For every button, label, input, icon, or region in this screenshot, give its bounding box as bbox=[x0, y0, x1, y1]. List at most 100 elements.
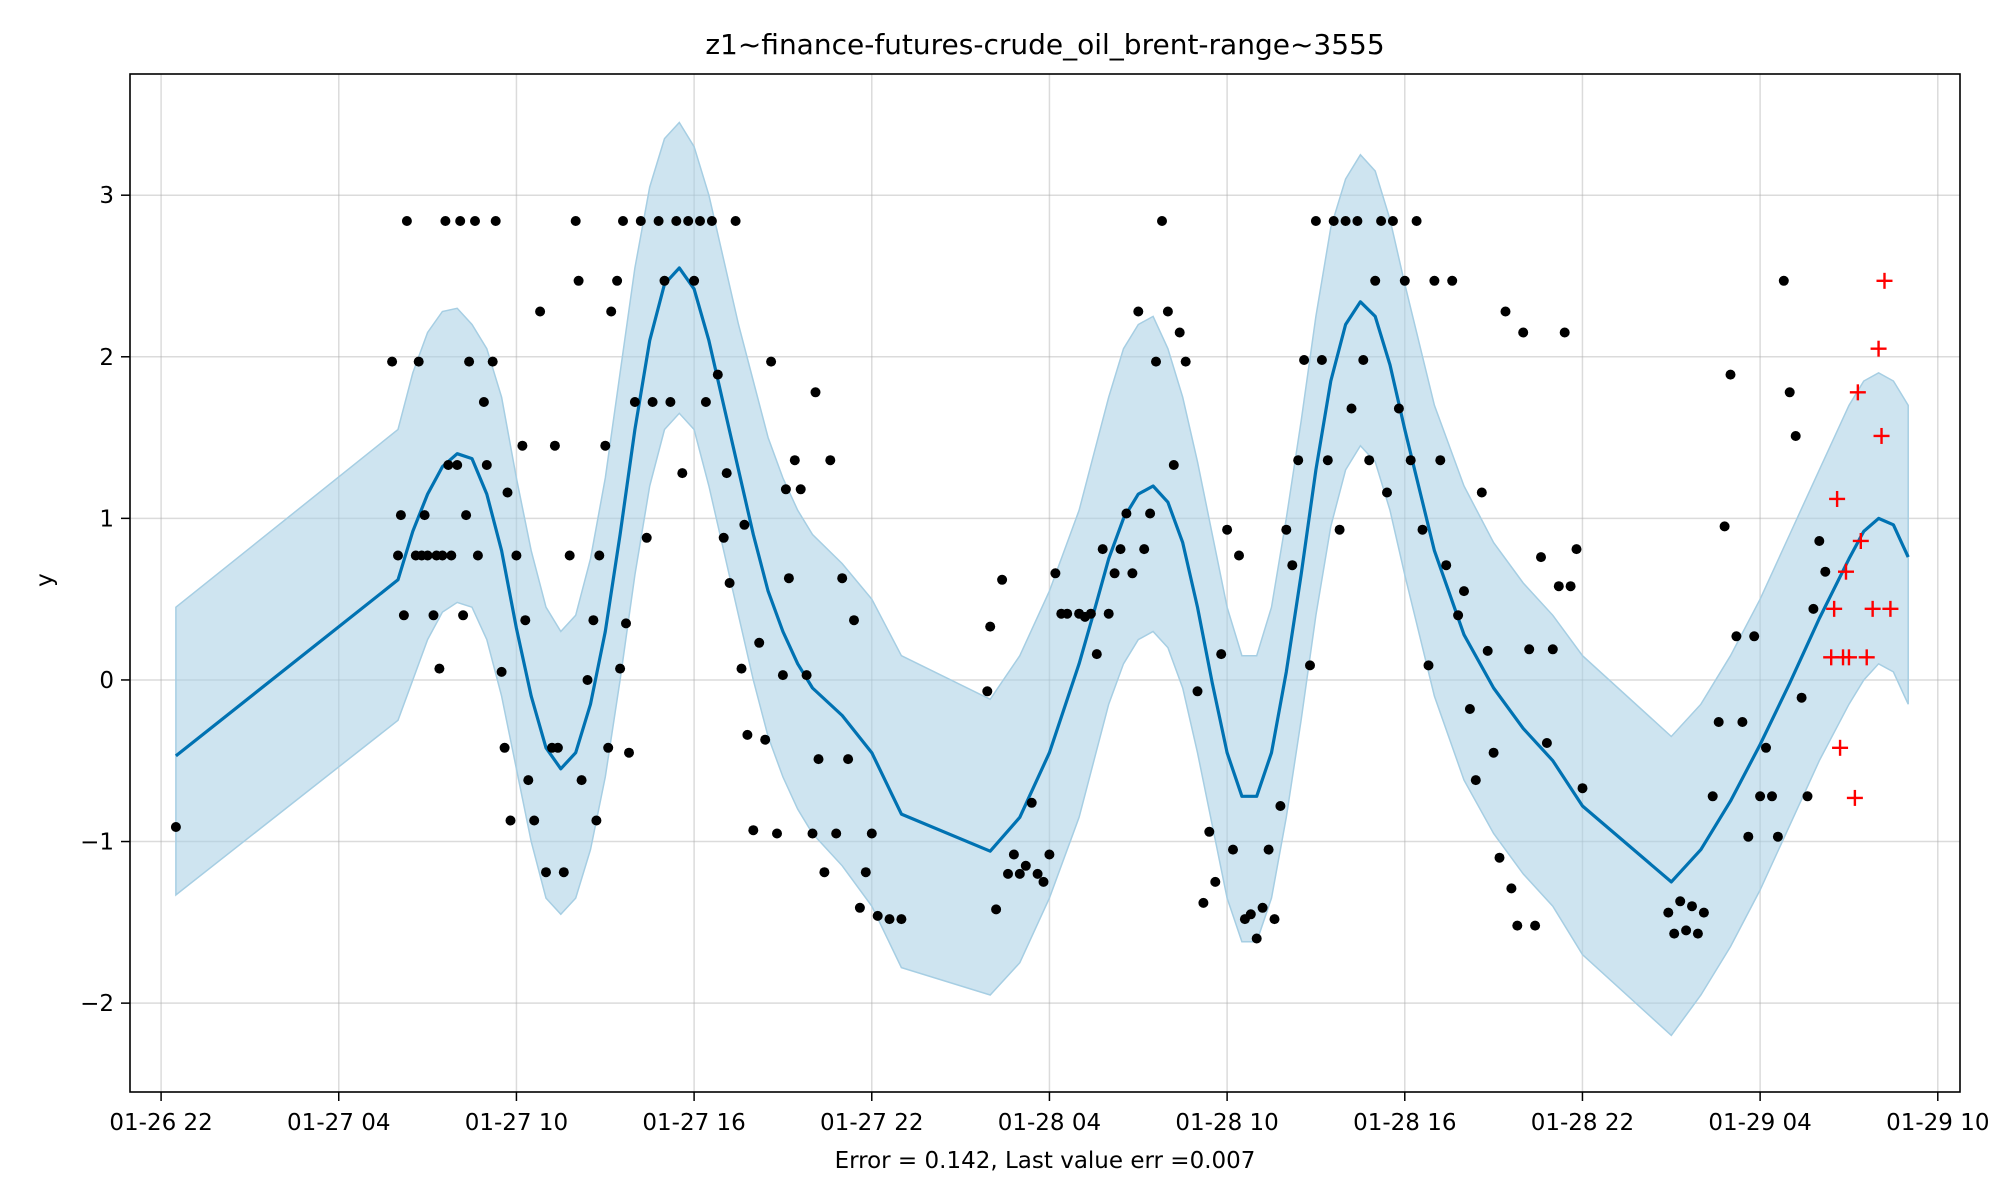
y-tick-label: −2 bbox=[80, 991, 114, 1017]
observed-point bbox=[594, 550, 605, 561]
observed-point bbox=[1139, 544, 1150, 555]
test-point bbox=[1832, 739, 1849, 756]
observed-point bbox=[1441, 560, 1452, 571]
observed-point bbox=[1382, 487, 1392, 498]
observed-point bbox=[677, 468, 688, 479]
observed-point bbox=[1512, 920, 1523, 931]
observed-point bbox=[1003, 868, 1013, 879]
observed-point bbox=[653, 216, 664, 226]
observed-point bbox=[1669, 928, 1680, 939]
test-point bbox=[1858, 649, 1875, 666]
plot-frame bbox=[129, 73, 1961, 1093]
observed-point bbox=[1310, 216, 1321, 226]
observed-point bbox=[401, 216, 412, 226]
observed-point bbox=[724, 578, 735, 588]
observed-point bbox=[997, 574, 1008, 585]
observed-point bbox=[1494, 852, 1505, 863]
observed-point bbox=[564, 550, 575, 561]
observed-point bbox=[413, 356, 424, 367]
confidence-band-layer bbox=[175, 121, 1909, 1037]
observed-point bbox=[807, 828, 818, 839]
observed-point bbox=[1459, 586, 1469, 597]
observed-point bbox=[1725, 369, 1736, 380]
observed-point bbox=[1707, 791, 1718, 802]
observed-point bbox=[1234, 550, 1244, 561]
observed-point bbox=[789, 455, 800, 466]
observed-point bbox=[1044, 849, 1055, 860]
observed-point bbox=[1364, 455, 1375, 466]
observed-point bbox=[591, 815, 602, 826]
observed-point bbox=[819, 867, 830, 878]
observed-point bbox=[1470, 775, 1481, 786]
observed-point bbox=[1157, 216, 1167, 226]
test-point bbox=[1882, 600, 1899, 617]
observed-point bbox=[1506, 883, 1517, 894]
test-point bbox=[1876, 272, 1893, 289]
x-tick-label: 01-28 16 bbox=[1353, 1110, 1456, 1136]
observed-point bbox=[552, 742, 563, 753]
observed-points-layer bbox=[170, 216, 1831, 944]
observed-point bbox=[1287, 560, 1298, 571]
observed-point bbox=[1761, 742, 1771, 753]
observed-point bbox=[1541, 738, 1552, 748]
observed-point bbox=[730, 216, 741, 226]
observed-point bbox=[1808, 603, 1819, 614]
observed-point bbox=[1008, 849, 1019, 860]
observed-point bbox=[1772, 831, 1783, 842]
observed-point bbox=[1346, 403, 1357, 414]
observed-point bbox=[582, 675, 593, 685]
observed-point bbox=[1530, 920, 1541, 931]
observed-point bbox=[1263, 844, 1274, 855]
observed-point bbox=[470, 216, 480, 226]
observed-point bbox=[1565, 581, 1576, 592]
observed-point bbox=[511, 550, 522, 561]
observed-point bbox=[621, 618, 631, 629]
observed-point bbox=[1393, 403, 1404, 414]
observed-point bbox=[1417, 524, 1428, 535]
observed-point bbox=[659, 275, 670, 286]
observed-point bbox=[718, 532, 729, 543]
observed-point bbox=[443, 460, 454, 470]
observed-point bbox=[624, 747, 634, 758]
observed-point bbox=[1692, 928, 1703, 939]
observed-point bbox=[398, 610, 409, 621]
observed-point bbox=[422, 550, 433, 561]
observed-point bbox=[1559, 327, 1570, 338]
observed-point bbox=[1547, 644, 1558, 655]
observed-point bbox=[635, 216, 646, 226]
observed-point bbox=[455, 216, 466, 226]
observed-point bbox=[600, 440, 611, 451]
observed-point bbox=[1216, 649, 1227, 660]
observed-point bbox=[641, 532, 652, 543]
observed-point bbox=[1429, 275, 1440, 286]
observed-point bbox=[496, 666, 507, 677]
observed-point bbox=[1109, 568, 1120, 579]
observed-point bbox=[1820, 566, 1831, 577]
observed-point bbox=[1681, 925, 1692, 936]
observed-point bbox=[1743, 831, 1754, 842]
x-axis-label: Error = 0.142, Last value err =0.007 bbox=[835, 1148, 1256, 1174]
y-tick-label: 0 bbox=[99, 668, 114, 694]
observed-point bbox=[1482, 645, 1493, 656]
observed-point bbox=[588, 615, 599, 626]
observed-point bbox=[603, 742, 614, 753]
observed-point bbox=[499, 742, 510, 753]
observed-point bbox=[1097, 544, 1108, 555]
observed-point bbox=[721, 468, 732, 479]
observed-point bbox=[1275, 801, 1286, 811]
observed-point bbox=[535, 306, 546, 317]
observed-point bbox=[1524, 644, 1535, 655]
observed-point bbox=[437, 550, 448, 561]
observed-point bbox=[766, 356, 777, 367]
observed-point bbox=[1115, 544, 1126, 555]
observed-point bbox=[754, 637, 765, 648]
test-points-layer bbox=[1823, 272, 1899, 806]
observed-point bbox=[1796, 692, 1807, 703]
observed-point bbox=[1151, 356, 1161, 367]
test-point bbox=[1870, 340, 1887, 357]
observed-point bbox=[813, 754, 824, 765]
observed-point bbox=[529, 815, 540, 826]
chart-title: z1~finance-futures-crude_oil_brent-range… bbox=[705, 28, 1384, 61]
observed-point bbox=[1316, 355, 1327, 365]
observed-point bbox=[1050, 568, 1061, 579]
